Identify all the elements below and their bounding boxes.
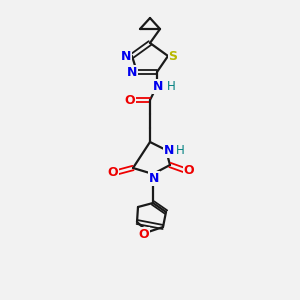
Text: N: N — [127, 65, 137, 79]
Text: N: N — [153, 80, 163, 92]
Text: N: N — [164, 143, 174, 157]
Text: S: S — [169, 50, 178, 62]
Text: H: H — [176, 143, 184, 157]
Text: N: N — [121, 50, 131, 62]
Text: O: O — [108, 166, 118, 178]
Text: H: H — [167, 80, 176, 92]
Text: N: N — [149, 172, 159, 184]
Text: O: O — [139, 227, 149, 241]
Text: O: O — [184, 164, 194, 176]
Text: O: O — [125, 94, 135, 106]
